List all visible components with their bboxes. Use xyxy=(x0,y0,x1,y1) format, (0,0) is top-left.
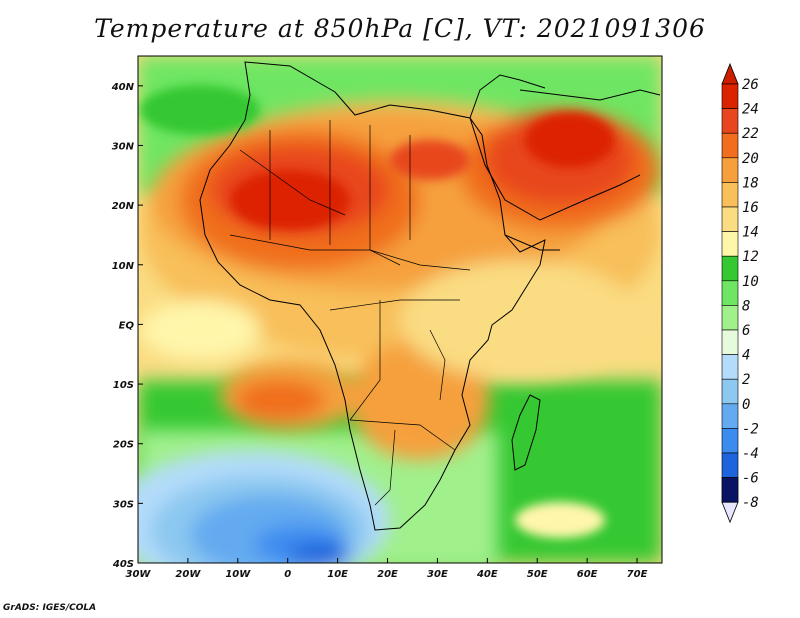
lat-tick-label: 20S xyxy=(113,440,134,451)
colorbar-label: 22 xyxy=(742,126,759,142)
colorbar-label: 4 xyxy=(742,348,750,364)
map-title: Temperature at 850hPa [C], VT: 202109130… xyxy=(94,14,706,43)
colorbar-label: 16 xyxy=(742,200,759,216)
colorbar-segment xyxy=(721,305,739,331)
temperature-field xyxy=(138,56,662,563)
lon-tick-label: 30E xyxy=(427,569,448,580)
colorbar-label: 24 xyxy=(742,102,759,118)
lon-tick-label: 20W xyxy=(175,569,201,580)
colorbar-label: 18 xyxy=(742,175,759,191)
colorbar-segment xyxy=(721,83,739,109)
colorbar-segment xyxy=(721,452,739,478)
colorbar-segment xyxy=(721,354,739,380)
colorbar-segment xyxy=(721,157,739,183)
colorbar-label: 10 xyxy=(742,274,759,290)
colorbar-label: 14 xyxy=(742,225,759,241)
latitude-axis: 40N 30N 20N 10N EQ 10S 20S 30S 40S xyxy=(111,82,143,570)
colorbar-segment xyxy=(721,182,739,208)
colorbar-segment xyxy=(721,255,739,282)
lon-tick-label: 50E xyxy=(527,569,548,580)
colorbar-top-arrow xyxy=(721,62,739,85)
lon-tick-label: 10E xyxy=(327,569,348,580)
colorbar-label: 2 xyxy=(742,372,750,388)
longitude-axis: 30W 20W 10W 0 10E 20E 30E 40E 50E 60E 70E xyxy=(126,558,648,580)
lon-tick-label: 10W xyxy=(225,569,251,580)
colorbar-label: 12 xyxy=(742,249,759,265)
colorbar-bottom-arrow xyxy=(721,501,739,524)
colorbar-label: 0 xyxy=(742,397,750,413)
lon-tick-label: 60E xyxy=(577,569,598,580)
colorbar-label: 26 xyxy=(742,77,759,93)
colorbar-segment xyxy=(721,132,739,159)
colorbar-label: 8 xyxy=(742,298,750,314)
lon-tick-label: 70E xyxy=(627,569,648,580)
grads-credit: GrADS: IGES/COLA xyxy=(3,603,97,613)
colorbar-label: -8 xyxy=(742,495,759,511)
colorbar-label: -4 xyxy=(742,446,759,462)
lon-tick-label: 40E xyxy=(476,569,498,580)
map-frame xyxy=(137,55,663,564)
colorbar-label: -6 xyxy=(742,471,759,487)
colorbar-segment xyxy=(721,378,739,405)
lon-tick-label: 30W xyxy=(126,569,152,580)
colorbar-segment xyxy=(721,428,739,454)
country-borders xyxy=(229,120,471,506)
colorbar-segment xyxy=(721,231,739,257)
colorbar-segment xyxy=(721,108,739,134)
colorbar-segment xyxy=(721,206,739,232)
lat-tick-label: 40N xyxy=(111,82,135,93)
colorbar-segment xyxy=(721,477,739,503)
lat-tick-label: 10S xyxy=(113,380,134,391)
lat-tick-label: 40S xyxy=(112,559,134,570)
lat-tick-label: 20N xyxy=(112,201,135,212)
colorbar-label: 20 xyxy=(742,151,759,167)
lat-tick-label: 30N xyxy=(112,141,135,152)
lon-tick-label: 0 xyxy=(284,569,291,580)
coastlines xyxy=(199,61,661,531)
colorbar-label: 6 xyxy=(742,323,750,339)
lat-tick-label: 30S xyxy=(113,499,134,510)
colorbar-segment xyxy=(721,280,739,306)
colorbar-label: -2 xyxy=(742,421,759,437)
lat-tick-label: 10N xyxy=(112,261,135,272)
lon-tick-label: 20E xyxy=(377,569,398,580)
colorbar-segment xyxy=(721,403,739,429)
colorbar-segment xyxy=(721,329,739,355)
lat-tick-label: EQ xyxy=(119,320,135,331)
